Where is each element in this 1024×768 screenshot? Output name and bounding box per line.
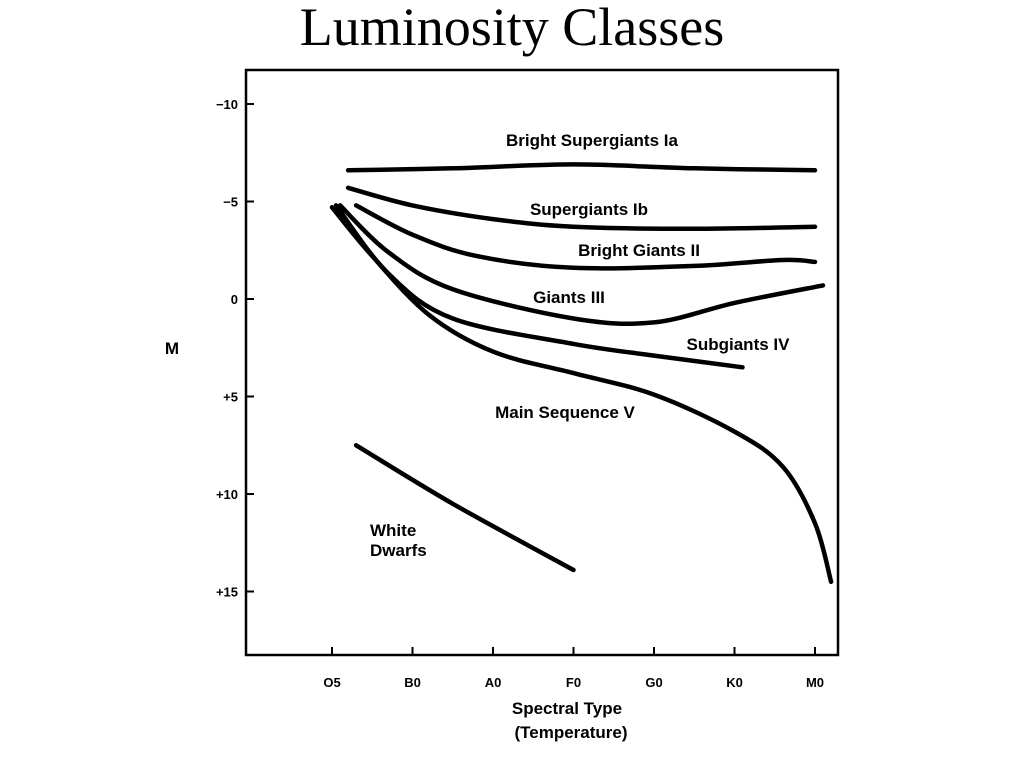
x-axis: O5 B0 A0 F0 G0 K0 M0 [323,647,824,690]
series-label-white-dwarfs-line2: Dwarfs [370,541,427,560]
y-tick-label: +15 [216,585,238,600]
series-line-bright-supergiants-ia [345,162,818,173]
series-label-subgiants-iv: Subgiants IV [687,335,791,354]
x-tick-label: G0 [645,675,662,690]
series-label-white-dwarfs: White [370,521,416,540]
x-axis-subtitle: (Temperature) [514,723,627,742]
series-label-giants-iii: Giants III [533,288,605,307]
x-tick-label: K0 [726,675,743,690]
series-line-supergiants-ib [345,185,818,232]
series-line-giants-iii [337,203,826,326]
x-tick-label: F0 [566,675,581,690]
slide-title: Luminosity Classes [299,0,725,57]
y-tick-label: −10 [216,97,238,112]
y-tick-label: −5 [223,195,238,210]
y-axis: −10 −5 0 +5 +10 +15 [216,97,254,600]
series-line-main-sequence-v [329,205,834,585]
x-tick-label: O5 [323,675,340,690]
series-label-bright-supergiants-ia: Bright Supergiants Ia [506,131,678,150]
y-tick-label: +5 [223,390,238,405]
y-tick-label: 0 [231,292,238,307]
y-axis-title: M [165,339,179,358]
series-lines [329,162,834,585]
series-line-white-dwarfs [353,443,576,573]
series-label-bright-giants-ii: Bright Giants II [578,241,700,260]
x-tick-label: B0 [404,675,421,690]
x-tick-label: M0 [806,675,824,690]
plot-frame [244,68,840,657]
series-label-main-sequence-v: Main Sequence V [495,403,635,422]
y-tick-label: +10 [216,487,238,502]
series-labels: Bright Supergiants Ia Supergiants Ib Brigh… [370,131,790,560]
series-line-bright-giants-ii [353,203,818,271]
x-axis-title: Spectral Type [512,699,622,718]
x-tick-label: A0 [485,675,502,690]
series-label-supergiants-ib: Supergiants Ib [530,200,648,219]
